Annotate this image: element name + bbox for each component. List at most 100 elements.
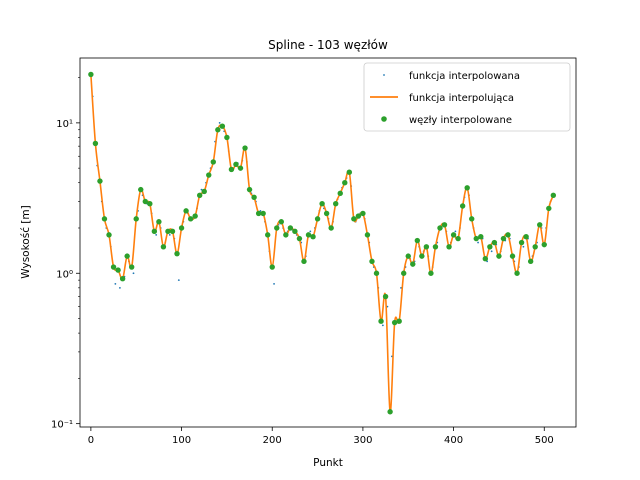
interpolation-node bbox=[133, 216, 139, 222]
interpolation-node bbox=[387, 409, 393, 415]
interpolation-node bbox=[527, 258, 534, 265]
interpolation-node bbox=[219, 123, 226, 129]
interpolation-node bbox=[351, 216, 357, 222]
interpolation-node bbox=[196, 192, 203, 198]
interpolation-node bbox=[119, 276, 126, 282]
interpolation-node bbox=[478, 234, 484, 240]
interpolation-node bbox=[201, 188, 207, 195]
interpolated-point bbox=[454, 230, 457, 233]
y-tick-label: 10⁻¹ bbox=[51, 420, 73, 431]
interpolation-node bbox=[401, 270, 407, 276]
x-tick-label: 200 bbox=[263, 435, 282, 446]
legend-marker-interpolated bbox=[383, 74, 385, 76]
interpolation-node bbox=[269, 264, 275, 270]
interpolation-node bbox=[441, 222, 448, 228]
interpolation-node bbox=[523, 234, 529, 240]
legend-entry-spline: funkcja interpolująca bbox=[370, 93, 514, 104]
interpolation-node bbox=[437, 225, 443, 231]
interpolation-node bbox=[151, 228, 158, 235]
interpolation-node bbox=[237, 165, 244, 171]
x-tick-label: 100 bbox=[172, 435, 191, 446]
interpolation-node bbox=[251, 194, 257, 200]
interpolated-point bbox=[114, 282, 117, 285]
interpolated-point bbox=[177, 279, 180, 282]
x-tick-label: 400 bbox=[444, 435, 463, 446]
interpolation-node bbox=[414, 237, 421, 244]
interpolation-node bbox=[138, 186, 144, 193]
interpolation-node bbox=[323, 210, 330, 217]
interpolation-node bbox=[305, 232, 312, 238]
interpolation-node bbox=[428, 270, 434, 276]
interpolation-node bbox=[292, 228, 298, 235]
interpolation-node bbox=[469, 216, 475, 222]
interpolation-node bbox=[410, 261, 416, 267]
interpolation-node bbox=[541, 241, 547, 248]
interpolated-point bbox=[218, 121, 221, 124]
interpolation-node bbox=[174, 250, 180, 257]
interpolation-node bbox=[110, 264, 117, 270]
interpolation-node bbox=[455, 235, 461, 242]
interpolation-node bbox=[92, 140, 99, 147]
legend: funkcja interpolowana funkcja interpoluj… bbox=[363, 62, 571, 132]
interpolation-node bbox=[450, 232, 457, 238]
x-tick-label: 300 bbox=[353, 435, 372, 446]
legend-entry-interpolated: funkcja interpolowana bbox=[383, 71, 520, 82]
interpolation-node bbox=[419, 253, 425, 259]
y-tick-label: 10⁰ bbox=[56, 269, 73, 280]
interpolation-node bbox=[183, 208, 189, 214]
interpolation-node bbox=[215, 127, 221, 133]
interpolation-node bbox=[459, 203, 466, 209]
legend-label-nodes: węzły interpolowane bbox=[409, 115, 512, 126]
interpolation-node bbox=[396, 318, 402, 324]
interpolation-node bbox=[500, 235, 507, 242]
interpolation-node bbox=[206, 172, 212, 178]
interpolation-node bbox=[382, 293, 389, 300]
legend-marker-nodes bbox=[381, 116, 387, 122]
interpolation-node bbox=[360, 210, 366, 217]
interpolation-node bbox=[101, 216, 108, 222]
interpolation-node bbox=[446, 244, 452, 250]
interpolated-point bbox=[132, 272, 135, 275]
interpolation-node bbox=[546, 205, 552, 212]
interpolation-node bbox=[432, 244, 439, 250]
legend-box bbox=[363, 62, 571, 132]
interpolation-node bbox=[287, 225, 294, 231]
interpolated-point bbox=[155, 233, 158, 236]
interpolation-node bbox=[124, 253, 130, 259]
legend-label-interpolated: funkcja interpolowana bbox=[409, 71, 520, 82]
interpolation-node bbox=[296, 235, 303, 242]
interpolation-node bbox=[491, 239, 498, 246]
interpolation-node bbox=[482, 255, 489, 262]
interpolation-node bbox=[192, 213, 198, 219]
interpolation-node bbox=[233, 161, 239, 168]
interpolated-point bbox=[381, 324, 384, 327]
y-tick-label: 10¹ bbox=[56, 119, 73, 130]
interpolation-node bbox=[423, 244, 430, 250]
interpolation-node bbox=[487, 244, 493, 250]
y-axis-title: Wysokość [m] bbox=[20, 205, 32, 278]
axes: 0 100 200 300 400 500 10⁻¹ 10⁰ 10¹ bbox=[51, 77, 554, 446]
interpolation-node bbox=[532, 244, 538, 250]
x-tick-label: 0 bbox=[88, 435, 94, 446]
interpolated-point bbox=[490, 250, 493, 253]
interpolation-node bbox=[283, 232, 289, 238]
x-tick-label: 500 bbox=[535, 435, 554, 446]
interpolation-node bbox=[496, 253, 502, 259]
interpolation-node bbox=[391, 319, 398, 326]
interpolation-node bbox=[328, 225, 334, 231]
interpolation-node bbox=[274, 225, 280, 231]
interpolated-point bbox=[522, 245, 525, 248]
interpolation-node bbox=[210, 159, 216, 165]
interpolation-node bbox=[246, 186, 253, 193]
interpolation-node bbox=[355, 213, 362, 219]
interpolation-node bbox=[97, 178, 103, 184]
interpolation-node bbox=[156, 219, 162, 225]
chart-title: Spline - 103 węzłów bbox=[268, 38, 388, 52]
interpolation-node bbox=[514, 270, 520, 276]
interpolation-node bbox=[342, 180, 348, 186]
interpolation-node bbox=[301, 258, 307, 265]
interpolation-node bbox=[537, 222, 543, 228]
interpolated-point bbox=[309, 230, 312, 233]
interpolation-node bbox=[405, 253, 411, 259]
